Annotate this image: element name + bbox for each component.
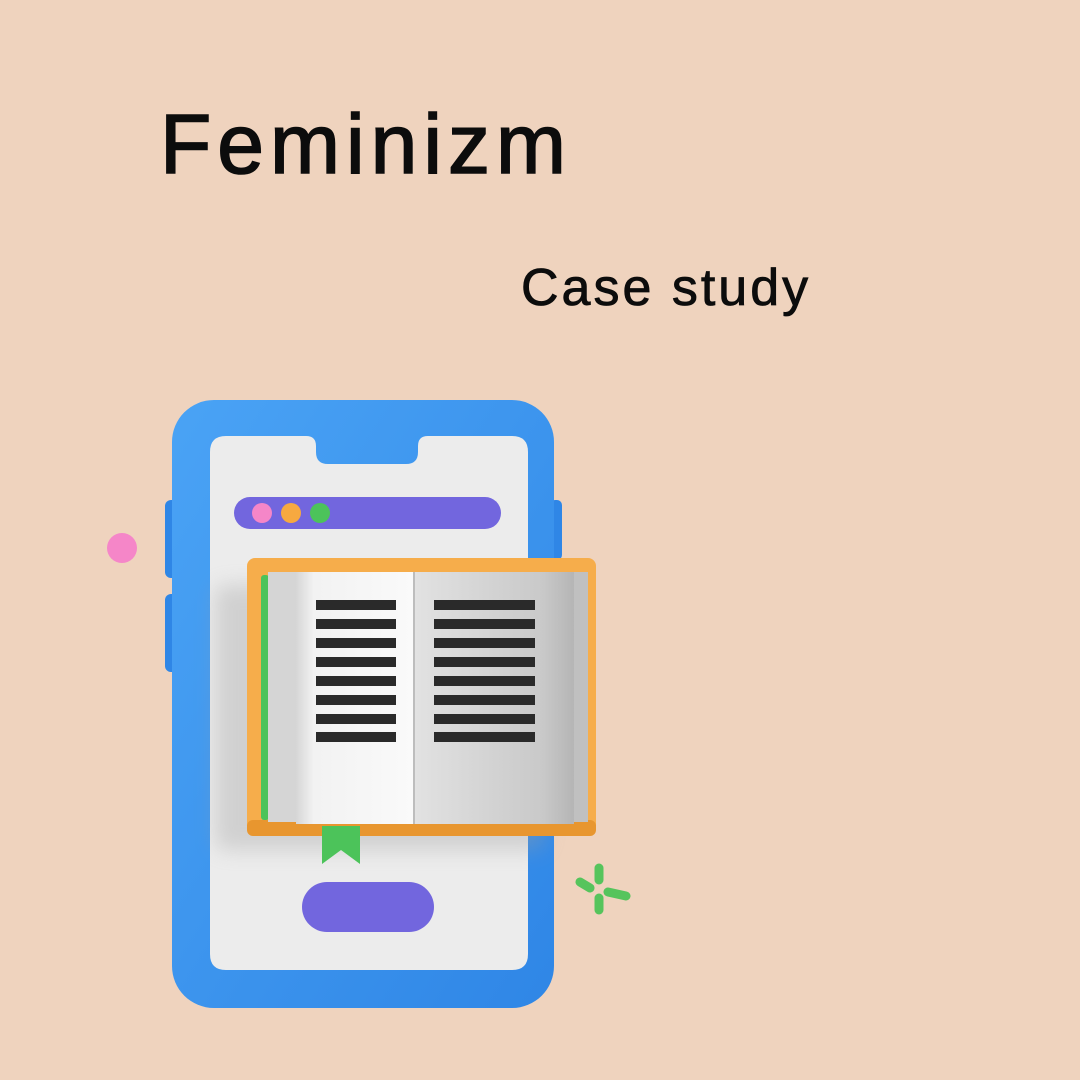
book-text-lines-right [434, 600, 535, 742]
bookmark-ribbon [322, 826, 360, 864]
pink-dot [107, 533, 137, 563]
dot-green [310, 503, 330, 523]
sparkle-icon [575, 863, 631, 915]
dot-orange [281, 503, 301, 523]
book-spine-edge [261, 575, 269, 820]
screen-button[interactable] [302, 882, 434, 932]
dot-pink [252, 503, 272, 523]
book-text-lines-left [316, 600, 396, 742]
page-subtitle: Case study [521, 259, 812, 317]
screen-bar [234, 497, 501, 529]
page-title: Feminizm [159, 97, 573, 191]
